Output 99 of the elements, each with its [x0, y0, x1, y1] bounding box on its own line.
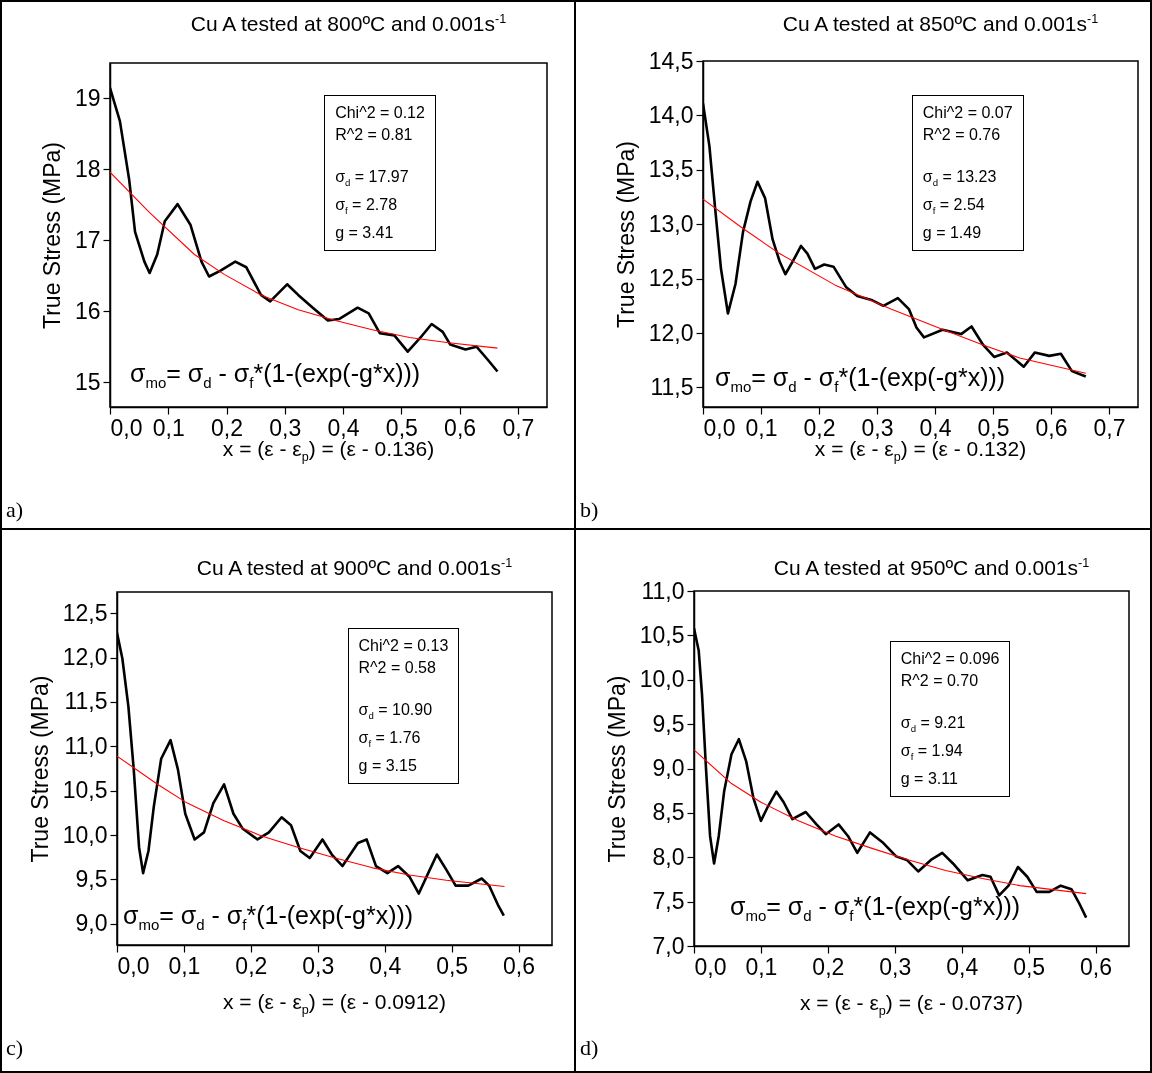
y-axis-title: True Stress (MPa): [38, 141, 65, 330]
text: c): [6, 1035, 24, 1061]
text: a): [6, 497, 24, 523]
x-tick-label: 0,6: [1035, 414, 1068, 441]
x-tick-label: 0,0: [110, 414, 143, 441]
y-tick-label: 10,5: [639, 621, 685, 648]
y-tick-label: 9,0: [75, 910, 108, 937]
annotation: σ$_{f}$ = 1.94: [900, 741, 964, 765]
x-tick-label: 0,6: [444, 414, 477, 441]
annotation: g = 3.11: [900, 769, 959, 790]
annotation: R^2 = 0.81: [335, 125, 414, 145]
y-tick-label: 14,5: [648, 47, 694, 74]
x-tick-label: 0,3: [861, 414, 894, 441]
y-tick-label: 16: [74, 297, 101, 324]
annotation: R^2 = 0.70: [900, 671, 980, 691]
y-tick-label: 12,5: [62, 599, 108, 626]
x-tick-label: 0,0: [694, 953, 727, 980]
x-tick-label: 0,1: [745, 953, 778, 980]
y-tick-label: 13,0: [648, 210, 694, 237]
x-tick-label: 0,3: [302, 952, 335, 979]
y-tick-label: 12,0: [62, 644, 108, 671]
y-tick-label: 11,0: [64, 732, 108, 759]
y-axis-title: True Stress (MPa): [26, 675, 53, 863]
annotation: Chi^2 = 0.12: [335, 103, 425, 123]
annotation: Chi^2 = 0.07: [922, 103, 1013, 123]
annotation: σ$_{d}$ = 9.21: [900, 713, 967, 737]
chart-title: Cu A tested at 900ºC and 0.001s$^{-1}$: [196, 556, 513, 580]
y-tick-label: 19: [74, 84, 101, 111]
annotation: σ$_{mo}$= σ$_{d}$ - σ$_{f}$*(1-(exp(-g*x))): [123, 901, 414, 933]
y-tick-label: 12,0: [648, 319, 694, 346]
annotation: σ$_{f}$ = 1.76: [358, 728, 422, 752]
x-tick-label: 0,6: [1080, 953, 1113, 980]
annotation: g = 3.15: [358, 756, 418, 777]
x-tick-label: 0,1: [168, 952, 201, 979]
x-tick-label: 0,2: [235, 952, 268, 979]
annotation: R^2 = 0.58: [358, 658, 437, 678]
x-tick-label: 0,0: [117, 952, 150, 979]
x-tick-label: 0,5: [385, 414, 418, 441]
x-tick-label: 0,2: [812, 953, 845, 980]
x-tick-label: 0,5: [977, 414, 1010, 441]
x-tick-label: 0,2: [211, 414, 244, 441]
x-tick-label: 0,2: [803, 414, 836, 441]
y-tick-label: 11,5: [650, 373, 694, 400]
x-tick-label: 0,7: [1093, 414, 1126, 441]
x-tick-label: 0,4: [946, 953, 979, 980]
x-tick-label: 0,1: [745, 414, 778, 441]
annotation: Chi^2 = 0.13: [358, 636, 449, 656]
text: b): [580, 497, 599, 523]
annotation: Chi^2 = 0.096: [900, 649, 1000, 669]
annotation: σ$_{d}$ = 10.90: [358, 700, 434, 724]
y-tick-label: 18: [74, 155, 101, 182]
y-axis-title: True Stress (MPa): [612, 140, 639, 329]
x-axis-title: x = (ε - ε$_{p}$) = (ε - 0.0912): [223, 990, 446, 1018]
y-tick-label: 9,0: [652, 755, 685, 781]
x-tick-label: 0,4: [327, 414, 360, 441]
y-tick-label: 10,0: [639, 666, 685, 693]
annotation: g = 1.49: [922, 223, 983, 244]
chart-title: Cu A tested at 950ºC and 0.001s$^{-1}$: [773, 556, 1090, 580]
y-tick-label: 11,0: [641, 577, 685, 604]
y-tick-label: 14,0: [648, 101, 694, 128]
line-series: [117, 755, 506, 888]
y-axis-title: True Stress (MPa): [603, 675, 630, 863]
x-tick-label: 0,7: [502, 414, 535, 441]
y-tick-label: 10,0: [62, 821, 108, 848]
x-tick-label: 0,5: [1013, 953, 1046, 980]
y-tick-label: 7,5: [652, 888, 685, 915]
y-tick-label: 9,5: [75, 865, 108, 892]
x-tick-label: 0,3: [879, 953, 912, 980]
y-tick-label: 15: [74, 368, 101, 395]
line-series: [110, 171, 499, 349]
annotation: g = 3.41: [335, 223, 395, 244]
annotation: σ$_{f}$ = 2.78: [335, 195, 399, 219]
chart-title: Cu A tested at 800ºC and 0.001s$^{-1}$: [190, 12, 507, 36]
y-tick-label: 10,5: [62, 777, 108, 804]
y-tick-label: 17: [74, 226, 101, 253]
x-tick-label: 0,6: [503, 952, 536, 979]
annotation: σ$_{d}$ = 17.97: [335, 167, 410, 191]
annotation: σ$_{mo}$= σ$_{d}$ - σ$_{f}$*(1-(exp(-g*x))): [715, 363, 1006, 395]
chart-title: Cu A tested at 850ºC and 0.001s$^{-1}$: [782, 12, 1099, 36]
y-tick-label: 11,5: [64, 688, 108, 715]
y-tick-label: 7,0: [652, 932, 685, 959]
y-tick-label: 12,5: [648, 265, 694, 292]
x-tick-label: 0,4: [919, 414, 952, 441]
y-tick-label: 9,5: [652, 710, 685, 737]
x-axis-title: x = (ε - ε$_{p}$) = (ε - 0.0737): [800, 991, 1023, 1019]
annotation: σ$_{d}$ = 13.23: [922, 167, 998, 191]
x-tick-label: 0,5: [436, 952, 469, 979]
annotation: σ$_{mo}$= σ$_{d}$ - σ$_{f}$*(1-(exp(-g*x))): [130, 359, 421, 391]
text: d): [580, 1035, 599, 1061]
x-tick-label: 0,4: [369, 952, 402, 979]
x-tick-label: 0,1: [152, 414, 185, 441]
x-tick-label: 0,0: [703, 414, 736, 441]
annotation: R^2 = 0.76: [922, 125, 1002, 145]
y-tick-label: 8,5: [652, 799, 685, 826]
y-tick-label: 8,0: [652, 843, 685, 870]
y-tick-label: 13,5: [648, 156, 694, 183]
annotation: σ$_{mo}$= σ$_{d}$ - σ$_{f}$*(1-(exp(-g*x))): [730, 892, 1021, 924]
x-tick-label: 0,3: [269, 414, 302, 441]
annotation: σ$_{f}$ = 2.54: [922, 195, 986, 219]
